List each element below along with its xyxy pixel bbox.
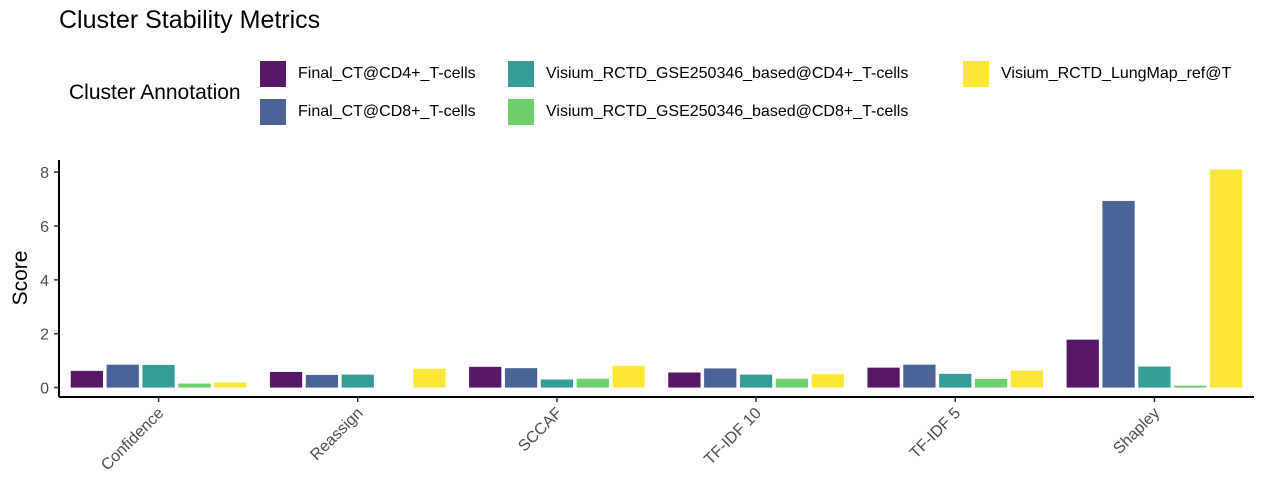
- bar: [1010, 370, 1044, 388]
- bar: [269, 371, 303, 388]
- bar: [867, 367, 900, 388]
- bar: [540, 379, 574, 388]
- y-tick-label: 6: [40, 219, 49, 236]
- y-tick-label: 4: [40, 273, 49, 290]
- legend-label: Visium_RCTD_LungMap_ref@T: [1001, 65, 1232, 82]
- legend-item-visium-gse-cd8: Visium_RCTD_GSE250346_based@CD8+_T-cells: [508, 99, 908, 125]
- x-axis: Confidence Reassign SCCAF TF-IDF 10 TF-IDF 5…: [59, 396, 1254, 474]
- legend-label: Visium_RCTD_GSE250346_based@CD8+_T-cells: [546, 103, 909, 120]
- x-tick-label: TF-IDF 10: [701, 405, 765, 469]
- y-axis-label: Score: [9, 251, 32, 306]
- bar: [1102, 200, 1135, 388]
- bar: [341, 374, 374, 388]
- bar: [811, 374, 844, 388]
- bar: [704, 368, 737, 388]
- bar: [178, 383, 211, 388]
- legend-key: [508, 99, 534, 125]
- bar: [668, 372, 701, 388]
- bar: [903, 364, 936, 388]
- bar: [1066, 339, 1099, 388]
- chart-title: Cluster Stability Metrics: [59, 6, 321, 34]
- legend-item-final-ct-cd8: Final_CT@CD8+_T-cells: [260, 99, 476, 125]
- y-axis: 0 2 4 6 8: [40, 160, 60, 398]
- bar: [775, 378, 809, 388]
- bar: [305, 374, 339, 388]
- legend-key: [260, 61, 286, 87]
- legend-label: Visium_RCTD_GSE250346_based@CD4+_T-cells: [546, 65, 909, 82]
- bar: [612, 365, 645, 388]
- legend-key: [508, 61, 534, 87]
- x-tick-label: Shapley: [1110, 405, 1163, 458]
- bars: [70, 169, 1243, 388]
- x-tick-label: TF-IDF 5: [907, 405, 964, 462]
- legend-title: Cluster Annotation: [69, 81, 241, 104]
- bar: [142, 364, 175, 388]
- x-tick-label: Reassign: [307, 405, 366, 464]
- legend-item-final-ct-cd4: Final_CT@CD4+_T-cells: [260, 61, 476, 87]
- bar: [1209, 169, 1243, 388]
- y-tick-label: 2: [40, 327, 49, 344]
- legend-label: Final_CT@CD4+_T-cells: [298, 65, 476, 82]
- legend-item-visium-gse-cd4: Visium_RCTD_GSE250346_based@CD4+_T-cells: [508, 61, 908, 87]
- bar: [576, 378, 609, 388]
- bar: [469, 366, 502, 388]
- legend-key: [963, 61, 989, 87]
- y-tick-label: 8: [40, 165, 49, 182]
- bar: [106, 364, 139, 388]
- bar: [739, 374, 773, 388]
- bar: [70, 370, 104, 388]
- bar: [974, 378, 1008, 388]
- x-tick-label: Confidence: [98, 405, 167, 474]
- x-tick-label: SCCAF: [515, 405, 566, 456]
- bar: [214, 382, 247, 388]
- legend-key: [260, 99, 286, 125]
- bar: [413, 368, 446, 388]
- bar: [504, 368, 538, 388]
- legend-label: Final_CT@CD8+_T-cells: [298, 103, 476, 120]
- bar: [939, 373, 972, 388]
- bar: [1174, 385, 1207, 388]
- bar: [1138, 366, 1171, 388]
- y-tick-label: 0: [40, 381, 49, 398]
- legend-item-visium-lungmap: Visium_RCTD_LungMap_ref@T: [963, 61, 1231, 87]
